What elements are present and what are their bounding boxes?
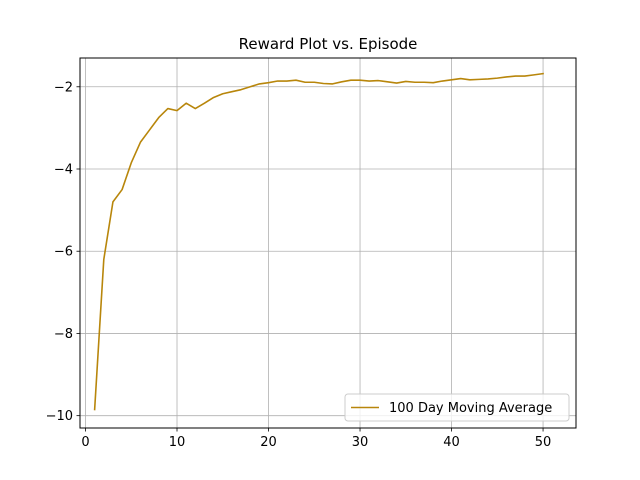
data-point [442,80,444,82]
y-tick-label: −10 [46,409,73,424]
data-point [533,74,535,76]
grid-lines [80,58,576,428]
legend-label: 100 Day Moving Average [389,401,552,416]
data-point [378,80,380,82]
data-point [451,79,453,81]
plot-frame [79,57,577,429]
data-point [204,102,206,104]
data-point [542,73,544,75]
data-point [240,89,242,91]
data-point [158,117,160,119]
data-point [295,79,297,81]
data-point [195,108,197,110]
data-point [213,97,215,99]
data-point [359,79,361,81]
data-point [524,75,526,77]
chart-title: Reward Plot vs. Episode [239,35,418,53]
data-point [176,110,178,112]
series-line [93,72,544,411]
data-point [423,81,425,83]
data-point [332,83,334,85]
data-point [249,86,251,88]
data-point [469,79,471,81]
data-point [268,82,270,84]
y-tick-label: −4 [54,163,73,178]
data-point [478,79,480,81]
x-axis: 0 10 20 30 40 50 [81,428,551,450]
x-tick-label: 40 [443,435,460,450]
y-tick-label: −6 [54,245,73,260]
data-point [341,81,343,83]
data-point [167,108,169,110]
data-point [487,78,489,80]
data-point [313,81,315,83]
data-point [259,83,261,85]
x-tick-label: 20 [260,435,277,450]
data-point [396,82,398,84]
data-point [277,80,279,82]
data-point [506,76,508,78]
data-point [368,80,370,82]
data-point [414,81,416,83]
data-point [140,141,142,143]
y-axis: −10 −8 −6 −4 −2 [46,80,80,424]
data-point [387,81,389,83]
x-tick-label: 30 [352,435,369,450]
series-layer [93,72,544,411]
data-point [286,80,288,82]
x-tick-label: 0 [81,435,89,450]
data-point [304,81,306,83]
data-point [185,102,187,104]
data-point [103,259,105,261]
data-point [515,75,517,77]
data-point [405,81,407,83]
data-point [350,79,352,81]
data-point [432,82,434,84]
data-point [222,93,224,95]
data-point [460,78,462,80]
data-point [231,91,233,93]
data-point [149,129,151,131]
data-point [121,189,123,191]
y-tick-label: −8 [54,327,73,342]
data-point [130,162,132,164]
data-point [112,201,114,203]
x-tick-label: 50 [535,435,552,450]
legend-box [344,393,570,422]
x-tick-label: 10 [169,435,186,450]
y-tick-label: −2 [54,80,73,95]
data-point [496,77,498,79]
data-point [323,83,325,85]
legend: 100 Day Moving Average [344,393,570,422]
data-point [94,409,96,411]
